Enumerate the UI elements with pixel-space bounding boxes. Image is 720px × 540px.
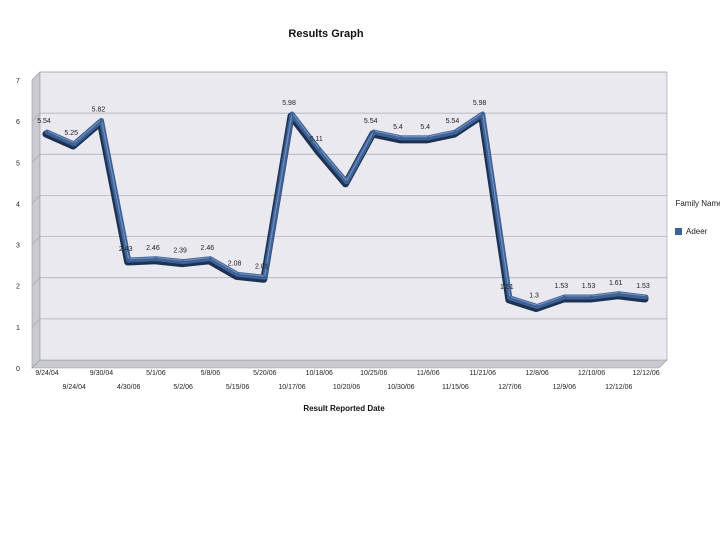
x-tick-label: 5/2/06 (173, 384, 193, 391)
x-tick-label: 9/24/04 (63, 384, 86, 391)
x-tick-label: 5/20/06 (253, 370, 276, 377)
data-label: 5.98 (282, 100, 296, 107)
y-tick-label: 6 (16, 119, 20, 126)
data-point (453, 130, 458, 134)
data-label: 1.53 (636, 283, 650, 290)
x-tick-label: 9/30/04 (90, 370, 113, 377)
legend-title: Family Name (675, 199, 720, 208)
data-label: 1.53 (582, 283, 596, 290)
data-label: 2.46 (146, 245, 160, 252)
back-plane (39, 71, 668, 361)
data-point (208, 257, 212, 261)
data-label: 1.51 (500, 284, 514, 291)
left-wall (31, 71, 41, 369)
legend-series-name: Adeer (686, 227, 708, 236)
data-point (508, 296, 512, 300)
x-tick-label: 12/8/06 (525, 370, 548, 377)
y-tick-label: 7 (16, 78, 20, 85)
gridline-wall (31, 71, 41, 81)
data-point (290, 112, 294, 116)
data-point (426, 136, 430, 140)
x-tick-label: 11/15/06 (442, 384, 469, 391)
data-point (181, 260, 185, 264)
x-tick-label: 10/30/06 (387, 384, 414, 391)
data-label: 2.43 (119, 246, 133, 253)
x-tick-label: 9/24/04 (35, 370, 58, 377)
x-tick-label: 11/21/06 (469, 370, 496, 377)
data-point (235, 272, 240, 277)
x-tick-label: 10/25/06 (360, 370, 387, 377)
data-label: 5.98 (473, 100, 487, 107)
gridline-wall (31, 318, 41, 328)
data-label: 2.08 (228, 260, 242, 267)
y-axis-ticks: 0 1 2 3 4 5 6 7 (16, 78, 20, 373)
data-point (535, 304, 539, 309)
data-label: 2.39 (173, 248, 187, 255)
gridline-wall (31, 195, 41, 204)
x-tick-label: 12/7/06 (498, 384, 521, 391)
data-label: 5.25 (64, 130, 78, 137)
legend: Family Name Adeer (675, 199, 720, 236)
plot-area (31, 71, 668, 369)
x-tick-label: 12/9/06 (553, 384, 576, 391)
data-label: 5.54 (446, 118, 460, 125)
data-point (644, 295, 648, 299)
data-label: 5.54 (37, 118, 51, 125)
data-point (127, 258, 131, 262)
y-tick-label: 5 (16, 160, 20, 167)
data-label: 5.4 (420, 124, 430, 131)
x-tick-label: 12/12/06 (632, 370, 659, 377)
x-axis-title: Result Reported Date (303, 404, 385, 413)
data-label: 2.01 (255, 263, 269, 270)
x-tick-label: 10/20/06 (333, 384, 360, 391)
gridline-wall (31, 277, 41, 286)
data-label: 5.82 (92, 107, 106, 114)
data-label: 1.53 (555, 283, 569, 290)
y-tick-label: 1 (16, 325, 20, 332)
data-point (344, 180, 349, 184)
data-point (589, 295, 594, 299)
chart-title: Results Graph (288, 28, 363, 40)
x-tick-label: 5/15/06 (226, 384, 249, 391)
gridline-wall (31, 154, 41, 163)
x-tick-label: 10/17/06 (278, 384, 305, 391)
legend-swatch (675, 228, 682, 235)
x-tick-label: 12/10/06 (578, 370, 605, 377)
y-tick-label: 2 (16, 284, 20, 291)
y-tick-label: 3 (16, 243, 20, 250)
x-tick-label: 10/18/06 (306, 370, 333, 377)
x-tick-label: 5/8/06 (201, 370, 221, 377)
data-point (317, 148, 321, 152)
data-label: 1.61 (609, 280, 623, 287)
y-tick-label: 0 (16, 366, 20, 373)
data-label: 5.4 (393, 124, 403, 131)
y-tick-label: 4 (16, 201, 20, 208)
data-label: 1.3 (529, 293, 539, 300)
gridline-wall (31, 112, 41, 122)
data-point (481, 112, 485, 116)
data-point (617, 292, 621, 296)
x-tick-label: 11/6/06 (417, 370, 440, 377)
data-point (99, 118, 104, 123)
series-layer (42, 111, 649, 313)
data-point (263, 275, 267, 279)
data-label: 5.54 (364, 118, 378, 125)
data-point (45, 130, 49, 134)
data-point (399, 136, 403, 140)
x-tick-label: 12/12/06 (605, 384, 632, 391)
data-point (154, 257, 158, 261)
data-point (562, 295, 566, 299)
data-labels: 5.54 5.25 5.82 2.43 2.46 2.39 2.46 2.08 2.01 5.98… (37, 100, 650, 300)
x-axis-ticks: 9/24/04 9/24/04 9/30/04 4/30/06 5/1/06 5/2/06… (35, 370, 659, 391)
gridline-wall (31, 236, 41, 245)
data-point (72, 142, 76, 146)
data-point (372, 130, 376, 134)
data-label: 5.11 (310, 136, 323, 143)
data-label: 2.46 (201, 245, 215, 252)
x-tick-label: 5/1/06 (146, 370, 166, 377)
x-tick-label: 4/30/06 (117, 384, 140, 391)
floor (31, 359, 668, 369)
